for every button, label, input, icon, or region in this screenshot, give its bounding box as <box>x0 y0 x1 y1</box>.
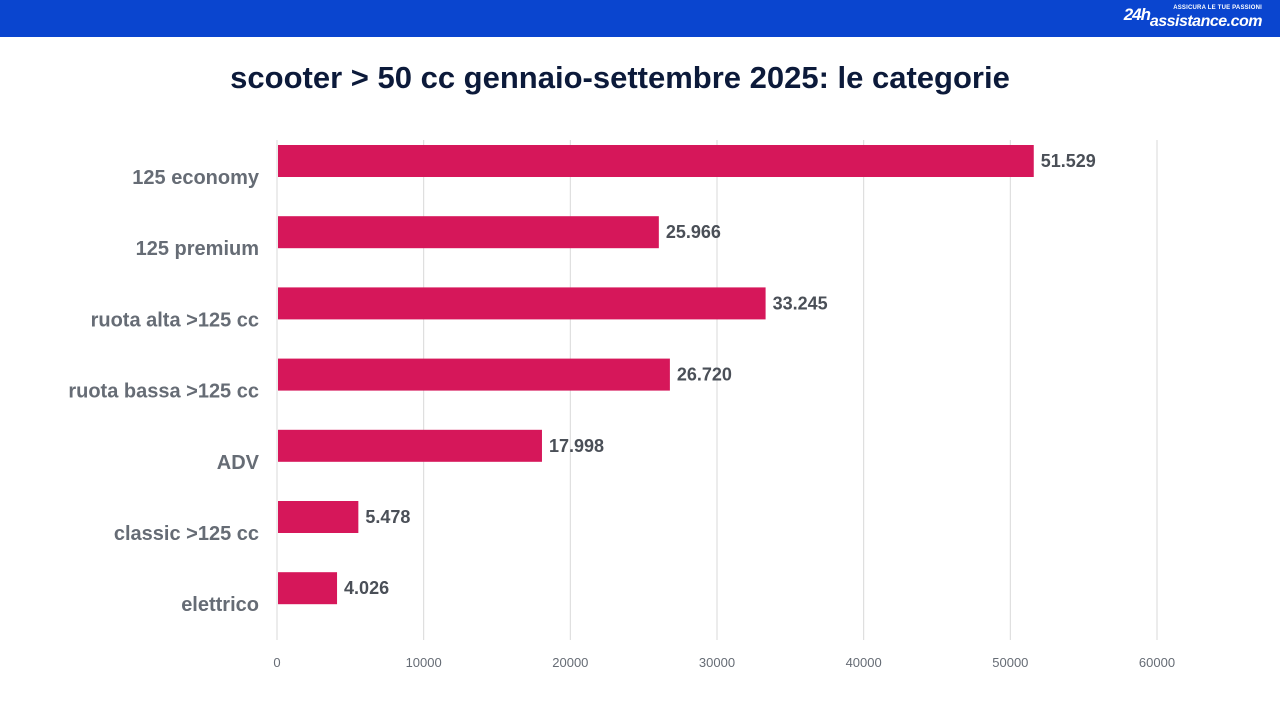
bar <box>278 216 659 249</box>
category-label: ruota bassa >125 cc <box>68 381 259 403</box>
data-label: 51.529 <box>1041 151 1096 171</box>
data-label: 25.966 <box>666 222 721 242</box>
bar <box>278 145 1034 177</box>
data-label: 4.026 <box>344 578 389 598</box>
bar <box>278 501 359 533</box>
data-label: 5.478 <box>365 507 410 527</box>
x-tick-label: 60000 <box>1139 655 1175 670</box>
category-label: classic >125 cc <box>114 523 259 545</box>
data-label: 26.720 <box>677 365 732 385</box>
logo-tagline: ASSICURA LE TUE PASSIONI <box>1173 5 1262 11</box>
x-tick-label: 20000 <box>552 655 588 670</box>
x-tick-label: 40000 <box>846 655 882 670</box>
category-label: 125 premium <box>136 238 259 260</box>
x-tick-label: 30000 <box>699 655 735 670</box>
x-tick-label: 50000 <box>992 655 1028 670</box>
x-tick-label: 10000 <box>406 655 442 670</box>
data-label: 33.245 <box>773 293 828 313</box>
top-banner: 24h ASSICURA LE TUE PASSIONI assistance.… <box>0 0 1280 37</box>
category-label: 125 economy <box>132 167 260 189</box>
data-label: 17.998 <box>549 436 604 456</box>
category-label: ruota alta >125 cc <box>91 309 259 331</box>
bar <box>278 429 542 462</box>
chart-title: scooter > 50 cc gennaio-settembre 2025: … <box>230 60 1010 95</box>
x-tick-label: 0 <box>273 655 280 670</box>
logo-mark: 24h <box>1123 5 1151 24</box>
bar <box>278 572 338 605</box>
category-label: elettrico <box>181 594 259 616</box>
bar <box>278 287 766 320</box>
logo-site-name: assistance.com <box>1149 13 1263 30</box>
category-label: ADV <box>217 452 260 474</box>
bar <box>278 358 670 391</box>
